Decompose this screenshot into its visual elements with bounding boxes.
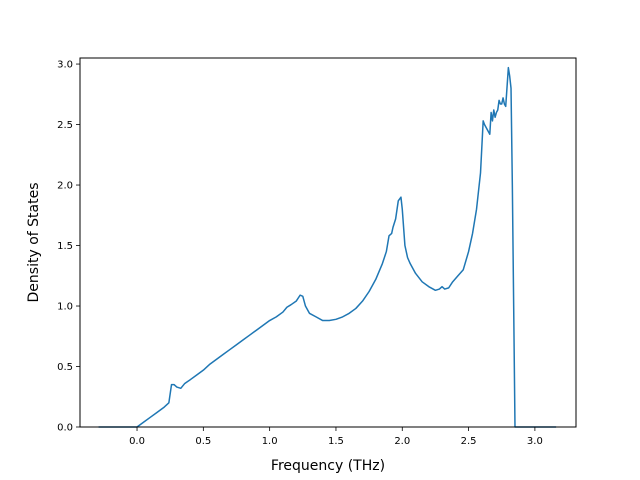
y-tick-label: 0.0 xyxy=(57,423,73,434)
y-tick-label: 2.0 xyxy=(57,181,73,192)
y-tick-label: 1.0 xyxy=(57,302,73,313)
plot-line-layer xyxy=(98,66,557,428)
x-tick-label: 3.0 xyxy=(527,436,543,447)
x-tick-label: 0.5 xyxy=(195,436,211,447)
x-tick-label: 1.0 xyxy=(262,436,278,447)
x-tick-label: 2.5 xyxy=(461,436,477,447)
y-tick-label: 0.5 xyxy=(57,362,73,373)
x-axis-label: Frequency (THz) xyxy=(271,458,385,474)
y-tick-label: 3.0 xyxy=(57,60,73,71)
x-tick-label: 2.0 xyxy=(394,436,410,447)
x-tick-label: 1.5 xyxy=(328,436,344,447)
y-axis-ticks: 0.0 0.5 1.0 1.5 2.0 2.5 3.0 xyxy=(57,60,80,434)
y-axis-label: Density of States xyxy=(26,183,42,303)
dos-series-line-0 xyxy=(98,66,557,428)
y-tick-label: 2.5 xyxy=(57,120,73,131)
plot-frame xyxy=(79,57,577,428)
x-tick-label: 0.0 xyxy=(129,436,145,447)
y-tick-label: 1.5 xyxy=(57,241,73,252)
x-axis-ticks: 0.0 0.5 1.0 1.5 2.0 2.5 3.0 xyxy=(129,427,543,447)
